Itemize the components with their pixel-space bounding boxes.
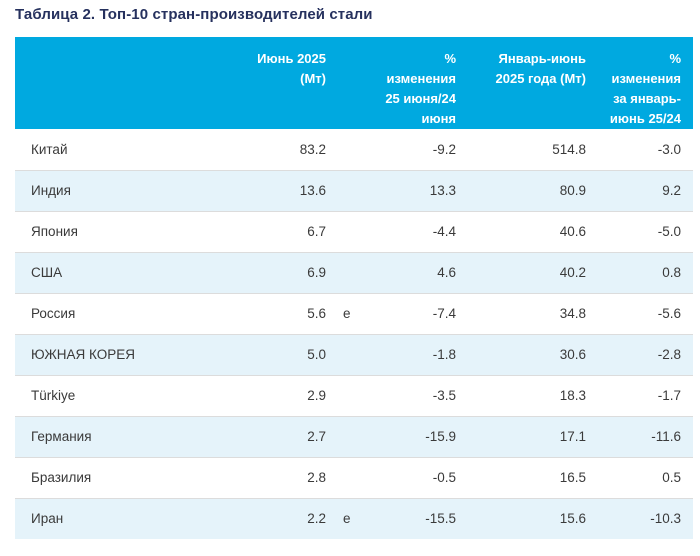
table-row: Бразилия 2.8 -0.5 16.5 0.5 [15,456,693,498]
pct-change-half-year: -1.7 [590,374,693,416]
country-cell: Türkiye [15,374,185,416]
estimate-marker [330,169,360,211]
pct-change-june: -9.2 [432,141,456,157]
pct-change-june: 13.3 [360,169,460,211]
june-value: 6.9 [185,251,330,293]
table-body: Китай 83.2 -9.2 514.8 -3.0 Индия 13.6 13… [15,129,693,539]
country-cell: Германия [15,415,185,457]
estimate-marker [330,251,360,293]
table-header: Июнь 2025 (Мт) % изменения 25 июня/24 ию… [15,37,693,129]
june-value: 5.0 [185,333,330,375]
estimate-marker [330,333,360,375]
pct-change-half-year: -5.0 [590,210,693,252]
table-row: ЮЖНАЯ КОРЕЯ 5.0 -1.8 30.6 -2.8 [15,333,693,375]
june-value: 2.8 [185,456,330,498]
half-year-value: 18.3 [460,374,590,416]
header-row: Июнь 2025 (Мт) % изменения 25 июня/24 ию… [15,37,693,129]
country-cell: ЮЖНАЯ КОРЕЯ [15,333,185,375]
table-row: Германия 2.7 -15.9 17.1 -11.6 [15,415,693,457]
column-header-pct-change-june: % изменения 25 июня/24 июня [360,37,460,129]
june-value: 2.2 [185,497,330,539]
june-value: 83.2 [299,141,326,157]
pct-change-half-year: 0.8 [590,251,693,293]
column-header-half-year: Январь-июнь 2025 года (Мт) [460,37,590,129]
table-row: Россия 5.6 e -7.4 34.8 -5.6 [15,292,693,334]
pct-change-half-year: -5.6 [590,292,693,334]
pct-change-june: -4.4 [360,210,460,252]
june-value: 13.6 [185,169,330,211]
table-row: США 6.9 4.6 40.2 0.8 [15,251,693,293]
half-year-value: 30.6 [460,333,590,375]
pct-change-june: 4.6 [360,251,460,293]
pct-change-half-year: -10.3 [590,497,693,539]
pct-change-june: -1.8 [360,333,460,375]
half-year-value: 16.5 [460,456,590,498]
pct-change-half-year: 9.2 [590,169,693,211]
table-row: Иран 2.2 e -15.5 15.6 -10.3 [15,497,693,539]
column-header-pct-change-half-year: % изменения за январь- июнь 25/24 [590,37,693,129]
country-cell: Бразилия [15,456,185,498]
column-header-note [330,37,360,129]
half-year-value: 80.9 [460,169,590,211]
estimate-marker [330,210,360,252]
pct-change-half-year: -2.8 [590,333,693,375]
column-header-june: Июнь 2025 (Мт) [185,37,330,129]
half-year-value: 17.1 [460,415,590,457]
june-value: 2.9 [185,374,330,416]
half-year-value: 34.8 [460,292,590,334]
pct-change-half-year: -11.6 [590,415,693,457]
june-value: 5.6 [185,292,330,334]
country-cell: США [15,251,185,293]
table-row: Япония 6.7 -4.4 40.6 -5.0 [15,210,693,252]
pct-change-june: -0.5 [360,456,460,498]
country-cell: Иран [15,497,185,539]
estimate-marker: e [330,292,360,334]
pct-change-june: -15.9 [360,415,460,457]
estimate-marker [330,415,360,457]
country-cell: Россия [15,292,185,334]
half-year-value: 514.8 [552,141,586,157]
country-cell: Индия [15,169,185,211]
country-cell: Китай [31,141,68,157]
table-row: Türkiye 2.9 -3.5 18.3 -1.7 [15,374,693,416]
pct-change-june: -7.4 [360,292,460,334]
page: Таблица 2. Топ-10 стран-производителей с… [15,6,693,539]
pct-change-half-year: -3.0 [657,141,681,157]
pct-change-june: -15.5 [360,497,460,539]
estimate-marker: e [330,497,360,539]
pct-change-half-year: 0.5 [590,456,693,498]
estimate-marker [330,374,360,416]
country-cell: Япония [15,210,185,252]
june-value: 6.7 [185,210,330,252]
steel-producers-table: Июнь 2025 (Мт) % изменения 25 июня/24 ию… [15,37,693,539]
half-year-value: 40.2 [460,251,590,293]
half-year-value: 40.6 [460,210,590,252]
table-row: Индия 13.6 13.3 80.9 9.2 [15,169,693,211]
table-row: Китай 83.2 -9.2 514.8 -3.0 [15,129,693,170]
estimate-marker [330,129,360,170]
estimate-marker [330,456,360,498]
pct-change-june: -3.5 [360,374,460,416]
half-year-value: 15.6 [460,497,590,539]
june-value: 2.7 [185,415,330,457]
page-title: Таблица 2. Топ-10 стран-производителей с… [15,6,373,23]
column-header-country [15,37,185,129]
